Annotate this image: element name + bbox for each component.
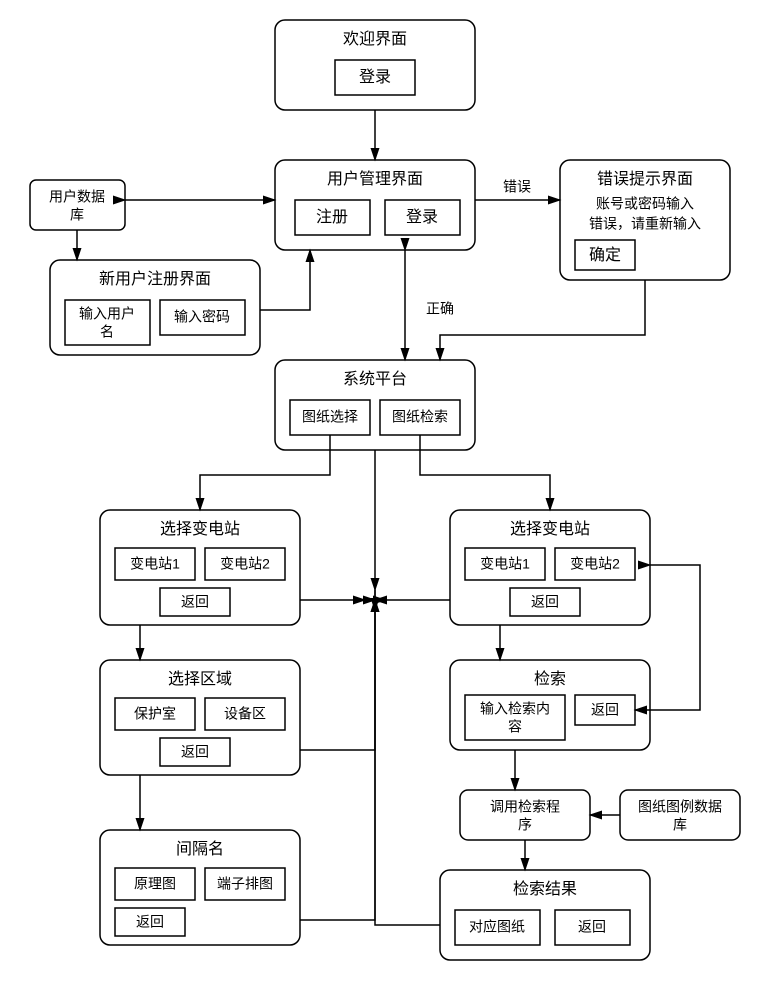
interval-btn2: 端子排图 [217,876,273,892]
edge-newuser-usermgmt [260,250,310,310]
edge-label-error: 错误 [503,179,531,195]
user-db-title1: 用户数据 [49,189,105,205]
edge-area-back [300,600,375,750]
search-btn-back: 返回 [591,702,619,718]
node-error-prompt: 错误提示界面 账号或密码输入 错误，请重新输入 确定 [560,160,730,280]
node-legend-db: 图纸图例数据 库 [620,790,740,840]
search-result-title: 检索结果 [513,880,577,898]
legend-db-title2: 库 [673,817,687,833]
new-user-btn-name2: 名 [100,324,114,340]
node-select-sub-left: 选择变电站 变电站1 变电站2 返回 [100,510,300,625]
edge-error-down [440,280,645,360]
select-sub-left-title: 选择变电站 [160,520,240,538]
select-sub-left-btn2: 变电站2 [220,556,270,572]
legend-db-title1: 图纸图例数据 [638,799,722,815]
node-interval: 间隔名 原理图 端子排图 返回 [100,830,300,945]
select-sub-right-btn2: 变电站2 [570,556,620,572]
call-search-title2: 序 [518,817,532,833]
node-search-result: 检索结果 对应图纸 返回 [440,870,650,960]
select-area-title: 选择区域 [168,670,232,688]
error-prompt-body1: 账号或密码输入 [596,196,694,212]
interval-title: 间隔名 [176,840,224,858]
search-btn1b: 容 [508,719,522,735]
select-sub-right-title: 选择变电站 [510,520,590,538]
node-search: 检索 输入检索内 容 返回 [450,660,650,750]
user-db-title2: 库 [70,207,84,223]
node-select-sub-right: 选择变电站 变电站1 变电站2 返回 [450,510,650,625]
call-search-title1: 调用检索程 [490,799,560,815]
select-sub-right-btn-back: 返回 [531,594,559,610]
select-sub-left-btn1: 变电站1 [130,556,180,572]
new-user-title: 新用户注册界面 [99,270,211,288]
select-area-btn1: 保护室 [134,706,176,722]
node-select-area: 选择区域 保护室 设备区 返回 [100,660,300,775]
node-user-db: 用户数据 库 [30,180,125,230]
interval-btn1: 原理图 [134,876,176,892]
user-mgmt-btn-register: 注册 [316,208,348,226]
search-btn1a: 输入检索内 [480,701,550,717]
edge-interval-back [300,600,375,920]
search-result-btn-back: 返回 [578,919,606,935]
welcome-title: 欢迎界面 [343,30,407,48]
search-title: 检索 [534,670,566,688]
error-prompt-body2: 错误，请重新输入 [589,216,701,232]
select-area-btn-back: 返回 [181,744,209,760]
node-new-user: 新用户注册界面 输入用户 名 输入密码 [50,260,260,355]
search-result-btn1: 对应图纸 [469,919,525,935]
node-sys-platform: 系统平台 图纸选择 图纸检索 [275,360,475,450]
select-sub-left-btn-back: 返回 [181,594,209,610]
new-user-btn-pwd: 输入密码 [174,309,230,325]
error-prompt-btn-ok: 确定 [589,246,621,264]
sys-platform-btn-select: 图纸选择 [302,409,358,425]
error-prompt-title: 错误提示界面 [597,170,693,188]
edge-label-correct: 正确 [426,301,454,317]
select-area-btn2: 设备区 [224,706,266,722]
select-sub-right-btn1: 变电站1 [480,556,530,572]
edge-result-back [375,600,440,925]
new-user-btn-name1: 输入用户 [79,306,135,322]
welcome-btn-login: 登录 [359,68,391,86]
sys-platform-btn-search: 图纸检索 [392,409,448,425]
user-mgmt-btn-login: 登录 [406,208,438,226]
node-welcome: 欢迎界面 登录 [275,20,475,110]
user-mgmt-title: 用户管理界面 [327,170,423,188]
interval-btn-back: 返回 [136,914,164,930]
node-user-mgmt: 用户管理界面 注册 登录 [275,160,475,250]
sys-platform-title: 系统平台 [343,370,407,388]
node-call-search: 调用检索程 序 [460,790,590,840]
